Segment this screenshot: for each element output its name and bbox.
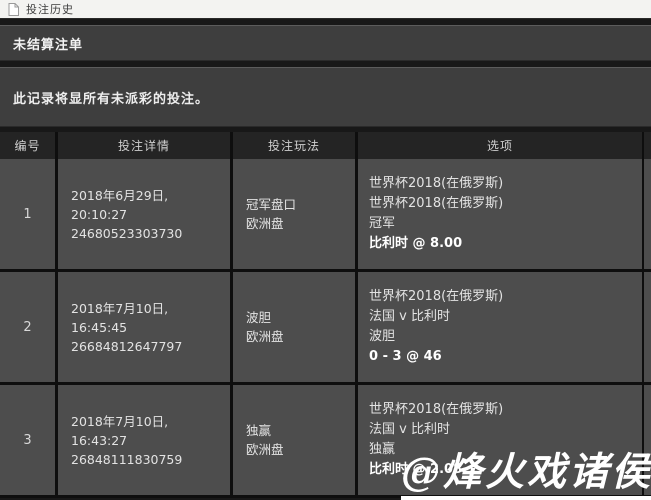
header-option: 选项: [358, 132, 644, 159]
notice-text: 此记录将显所有未派彩的投注。: [13, 91, 210, 107]
odds-format: 欧洲盘: [246, 329, 284, 344]
bet-type-cell: 冠军盘口 欧洲盘: [233, 159, 358, 269]
row-number: 1: [0, 159, 58, 269]
match-name: 法国 v 比利时: [369, 422, 450, 437]
tournament-name: 世界杯2018(在俄罗斯): [369, 289, 504, 304]
header-play: 投注玩法: [233, 132, 358, 159]
selection-and-odds: 比利时 @ 8.00: [369, 236, 463, 251]
row-gutter: [644, 272, 651, 382]
bet-date: 2018年6月29日,: [71, 187, 169, 203]
odds-format: 欧洲盘: [246, 442, 284, 457]
table-row: 2 2018年7月10日, 16:45:45 26684812647797 波胆…: [0, 272, 651, 385]
bet-time: 16:43:27: [71, 432, 128, 448]
table-row: 1 2018年6月29日, 20:10:27 24680523303730 冠军…: [0, 159, 651, 272]
odds-format: 欧洲盘: [246, 216, 284, 231]
bet-type-cell: 独赢 欧洲盘: [233, 385, 358, 495]
bet-detail-cell: 2018年6月29日, 20:10:27 24680523303730: [58, 159, 233, 269]
row-gutter: [644, 159, 651, 269]
table-body: 1 2018年6月29日, 20:10:27 24680523303730 冠军…: [0, 159, 651, 498]
section-title: 未结算注单: [13, 37, 84, 53]
bet-date: 2018年7月10日,: [71, 300, 169, 316]
bet-ticket-id: 26684812647797: [71, 338, 183, 354]
match-name: 世界杯2018(在俄罗斯): [369, 196, 504, 211]
bet-market: 独赢: [246, 423, 272, 438]
bet-ticket-id: 24680523303730: [71, 225, 183, 241]
section-header: 未结算注单: [0, 25, 651, 61]
bet-time: 16:45:45: [71, 319, 128, 335]
bet-detail-cell: 2018年7月10日, 16:45:45 26684812647797: [58, 272, 233, 382]
notice-panel: 此记录将显所有未派彩的投注。: [0, 67, 651, 127]
page-tab[interactable]: 投注历史: [0, 0, 651, 19]
bet-option-cell: 世界杯2018(在俄罗斯) 法国 v 比利时 独赢 比利时 @ 2.08: [358, 385, 644, 495]
match-name: 法国 v 比利时: [369, 309, 450, 324]
tournament-name: 世界杯2018(在俄罗斯): [369, 402, 504, 417]
bet-type-cell: 波胆 欧洲盘: [233, 272, 358, 382]
market-name: 冠军: [369, 216, 396, 231]
row-gutter: [644, 385, 651, 495]
header-id: 编号: [0, 132, 58, 159]
header-gutter: [644, 132, 651, 159]
tournament-name: 世界杯2018(在俄罗斯): [369, 176, 504, 191]
bets-table: 编号 投注详情 投注玩法 选项 1 2018年6月29日, 20:10:27 2…: [0, 132, 651, 498]
header-detail: 投注详情: [58, 132, 233, 159]
selection-and-odds: 比利时 @ 2.08: [369, 462, 463, 477]
document-icon: [8, 2, 19, 16]
bet-detail-cell: 2018年7月10日, 16:43:27 26848111830759: [58, 385, 233, 495]
market-name: 波胆: [369, 329, 396, 344]
bet-option-cell: 世界杯2018(在俄罗斯) 法国 v 比利时 波胆 0 - 3 @ 46: [358, 272, 644, 382]
bet-market: 波胆: [246, 310, 272, 325]
bet-market: 冠军盘口: [246, 197, 297, 212]
market-name: 独赢: [369, 442, 396, 457]
page-title: 投注历史: [26, 3, 74, 16]
bet-ticket-id: 26848111830759: [71, 451, 183, 467]
bet-time: 20:10:27: [71, 206, 128, 222]
table-header-row: 编号 投注详情 投注玩法 选项: [0, 132, 651, 159]
row-number: 2: [0, 272, 58, 382]
bet-option-cell: 世界杯2018(在俄罗斯) 世界杯2018(在俄罗斯) 冠军 比利时 @ 8.0…: [358, 159, 644, 269]
row-number: 3: [0, 385, 58, 495]
bet-date: 2018年7月10日,: [71, 413, 169, 429]
selection-and-odds: 0 - 3 @ 46: [369, 349, 442, 364]
table-row: 3 2018年7月10日, 16:43:27 26848111830759 独赢…: [0, 385, 651, 498]
